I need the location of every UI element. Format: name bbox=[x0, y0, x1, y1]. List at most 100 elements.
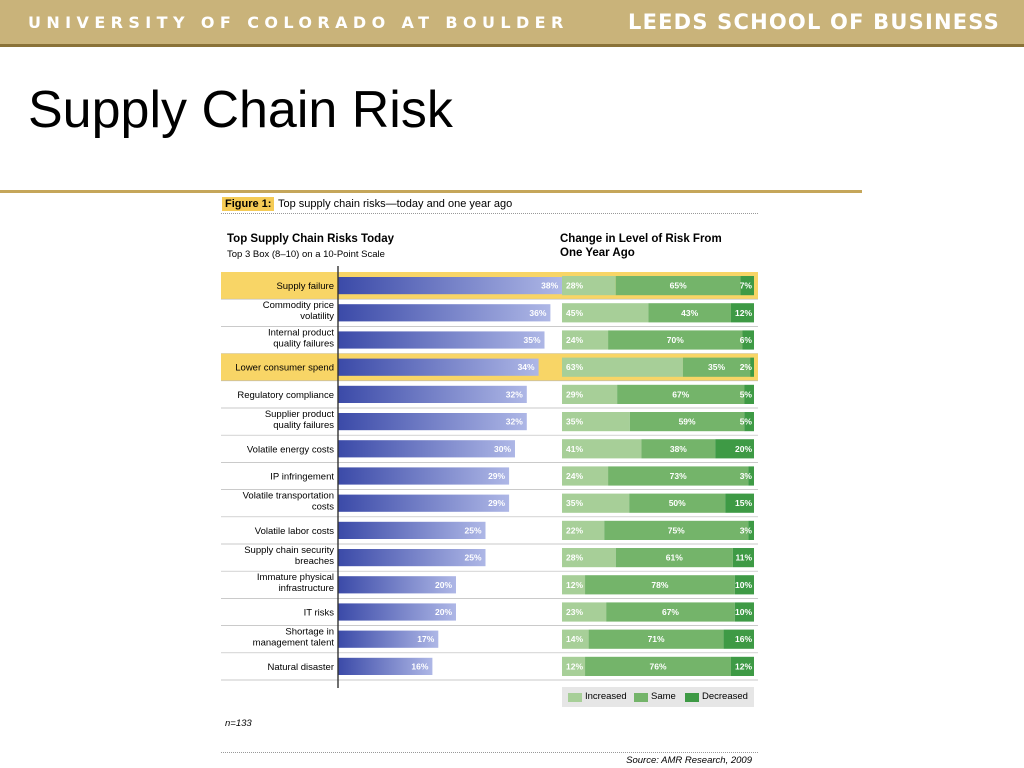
category-label: Volatile transportation bbox=[243, 491, 334, 502]
category-label: volatility bbox=[300, 311, 334, 322]
change-segment-same bbox=[629, 493, 726, 513]
change-segment-increased bbox=[562, 357, 683, 377]
risk-bar-label: 20% bbox=[435, 607, 452, 617]
risk-bar-label: 38% bbox=[541, 281, 558, 291]
change-segment-decreased bbox=[725, 493, 754, 513]
school-name: LEEDS SCHOOL OF BUSINESS bbox=[628, 10, 1000, 34]
change-segment-label: 12% bbox=[735, 308, 752, 318]
change-segment-same bbox=[606, 602, 735, 622]
change-segment-same bbox=[648, 303, 731, 323]
risk-bar-label: 30% bbox=[494, 444, 511, 454]
change-segment-label: 6% bbox=[740, 335, 753, 345]
risk-bar bbox=[338, 331, 545, 349]
risk-bar bbox=[338, 440, 515, 458]
category-label: costs bbox=[312, 502, 334, 513]
risk-bar bbox=[338, 576, 456, 594]
legend-swatch-decreased bbox=[685, 693, 699, 702]
change-segment-label: 29% bbox=[566, 389, 583, 399]
category-label: Supply failure bbox=[276, 281, 334, 292]
change-segment-label: 38% bbox=[670, 444, 687, 454]
change-segment-decreased bbox=[744, 412, 754, 432]
change-segment-decreased bbox=[742, 330, 754, 350]
category-label: management talent bbox=[253, 638, 335, 649]
legend-label-increased: Increased bbox=[585, 691, 627, 702]
change-segment-label: 12% bbox=[566, 580, 583, 590]
change-segment-label: 15% bbox=[735, 498, 752, 508]
change-segment-decreased bbox=[734, 602, 754, 622]
change-segment-label: 5% bbox=[740, 389, 753, 399]
change-segment-decreased bbox=[748, 520, 754, 540]
category-label: IT risks bbox=[304, 608, 335, 619]
right-chart-title-line2: One Year Ago bbox=[560, 247, 635, 259]
change-segment-label: 71% bbox=[648, 634, 665, 644]
category-label: Volatile labor costs bbox=[255, 526, 334, 537]
right-chart-title-line1: Change in Level of Risk From bbox=[560, 233, 722, 245]
change-segment-label: 11% bbox=[735, 553, 752, 563]
change-segment-label: 10% bbox=[735, 607, 752, 617]
change-segment-label: 20% bbox=[735, 444, 752, 454]
change-segment-label: 35% bbox=[708, 362, 725, 372]
change-segment-label: 10% bbox=[735, 580, 752, 590]
source-divider bbox=[221, 752, 758, 753]
risk-bar-label: 25% bbox=[464, 553, 481, 563]
change-segment-label: 24% bbox=[566, 335, 583, 345]
change-segment-label: 61% bbox=[666, 553, 683, 563]
change-segment-label: 24% bbox=[566, 471, 583, 481]
risk-bar-label: 25% bbox=[464, 525, 481, 535]
change-segment-decreased bbox=[730, 656, 754, 676]
change-segment-same bbox=[585, 575, 735, 595]
change-segment-label: 75% bbox=[668, 525, 685, 535]
change-segment-label: 3% bbox=[740, 471, 753, 481]
change-segment-same bbox=[604, 520, 749, 540]
change-segment-label: 16% bbox=[735, 634, 752, 644]
change-segment-label: 76% bbox=[649, 661, 666, 671]
category-label: Commodity price bbox=[263, 300, 334, 311]
change-segment-label: 35% bbox=[566, 417, 583, 427]
change-segment-decreased bbox=[734, 575, 754, 595]
risk-bar bbox=[338, 358, 539, 376]
change-segment-increased bbox=[562, 276, 616, 296]
risk-bar-label: 17% bbox=[417, 634, 434, 644]
change-segment-label: 50% bbox=[669, 498, 686, 508]
change-segment-increased bbox=[562, 384, 618, 404]
change-segment-increased bbox=[562, 520, 605, 540]
risk-bar bbox=[338, 304, 551, 322]
change-segment-label: 67% bbox=[672, 389, 689, 399]
change-segment-same bbox=[588, 629, 724, 649]
change-segment-label: 2% bbox=[740, 362, 753, 372]
risk-bar bbox=[338, 494, 510, 512]
risk-bar bbox=[338, 603, 456, 621]
risk-bar bbox=[338, 413, 527, 431]
risk-bar bbox=[338, 521, 486, 539]
risk-bar bbox=[338, 277, 563, 295]
category-label: Regulatory compliance bbox=[237, 390, 334, 401]
change-segment-same bbox=[615, 276, 741, 296]
change-segment-same bbox=[641, 439, 716, 459]
left-chart-subtitle: Top 3 Box (8–10) on a 10-Point Scale bbox=[227, 249, 385, 260]
category-label: Immature physical bbox=[257, 572, 334, 583]
change-segment-increased bbox=[562, 330, 609, 350]
change-segment-increased bbox=[562, 466, 609, 486]
change-segment-label: 3% bbox=[740, 525, 753, 535]
category-label: Volatile energy costs bbox=[247, 444, 334, 455]
change-segment-label: 63% bbox=[566, 362, 583, 372]
change-segment-increased bbox=[562, 548, 616, 568]
title-divider bbox=[0, 190, 862, 193]
change-segment-decreased bbox=[744, 384, 754, 404]
risk-bar bbox=[338, 657, 433, 675]
source-note: Source: AMR Research, 2009 bbox=[626, 755, 752, 766]
change-segment-decreased bbox=[723, 629, 754, 649]
change-segment-increased bbox=[562, 439, 642, 459]
legend-swatch-same bbox=[634, 693, 648, 702]
change-segment-increased bbox=[562, 303, 649, 323]
slide-title: Supply Chain Risk bbox=[28, 81, 453, 139]
change-segment-label: 22% bbox=[566, 525, 583, 535]
change-segment-label: 12% bbox=[566, 661, 583, 671]
change-segment-label: 28% bbox=[566, 281, 583, 291]
change-segment-label: 73% bbox=[670, 471, 687, 481]
legend: Increased Same Decreased bbox=[562, 687, 754, 707]
change-segment-same bbox=[682, 357, 751, 377]
risk-bar-label: 34% bbox=[518, 362, 535, 372]
risk-bar-label: 36% bbox=[529, 308, 546, 318]
change-segment-increased bbox=[562, 575, 586, 595]
